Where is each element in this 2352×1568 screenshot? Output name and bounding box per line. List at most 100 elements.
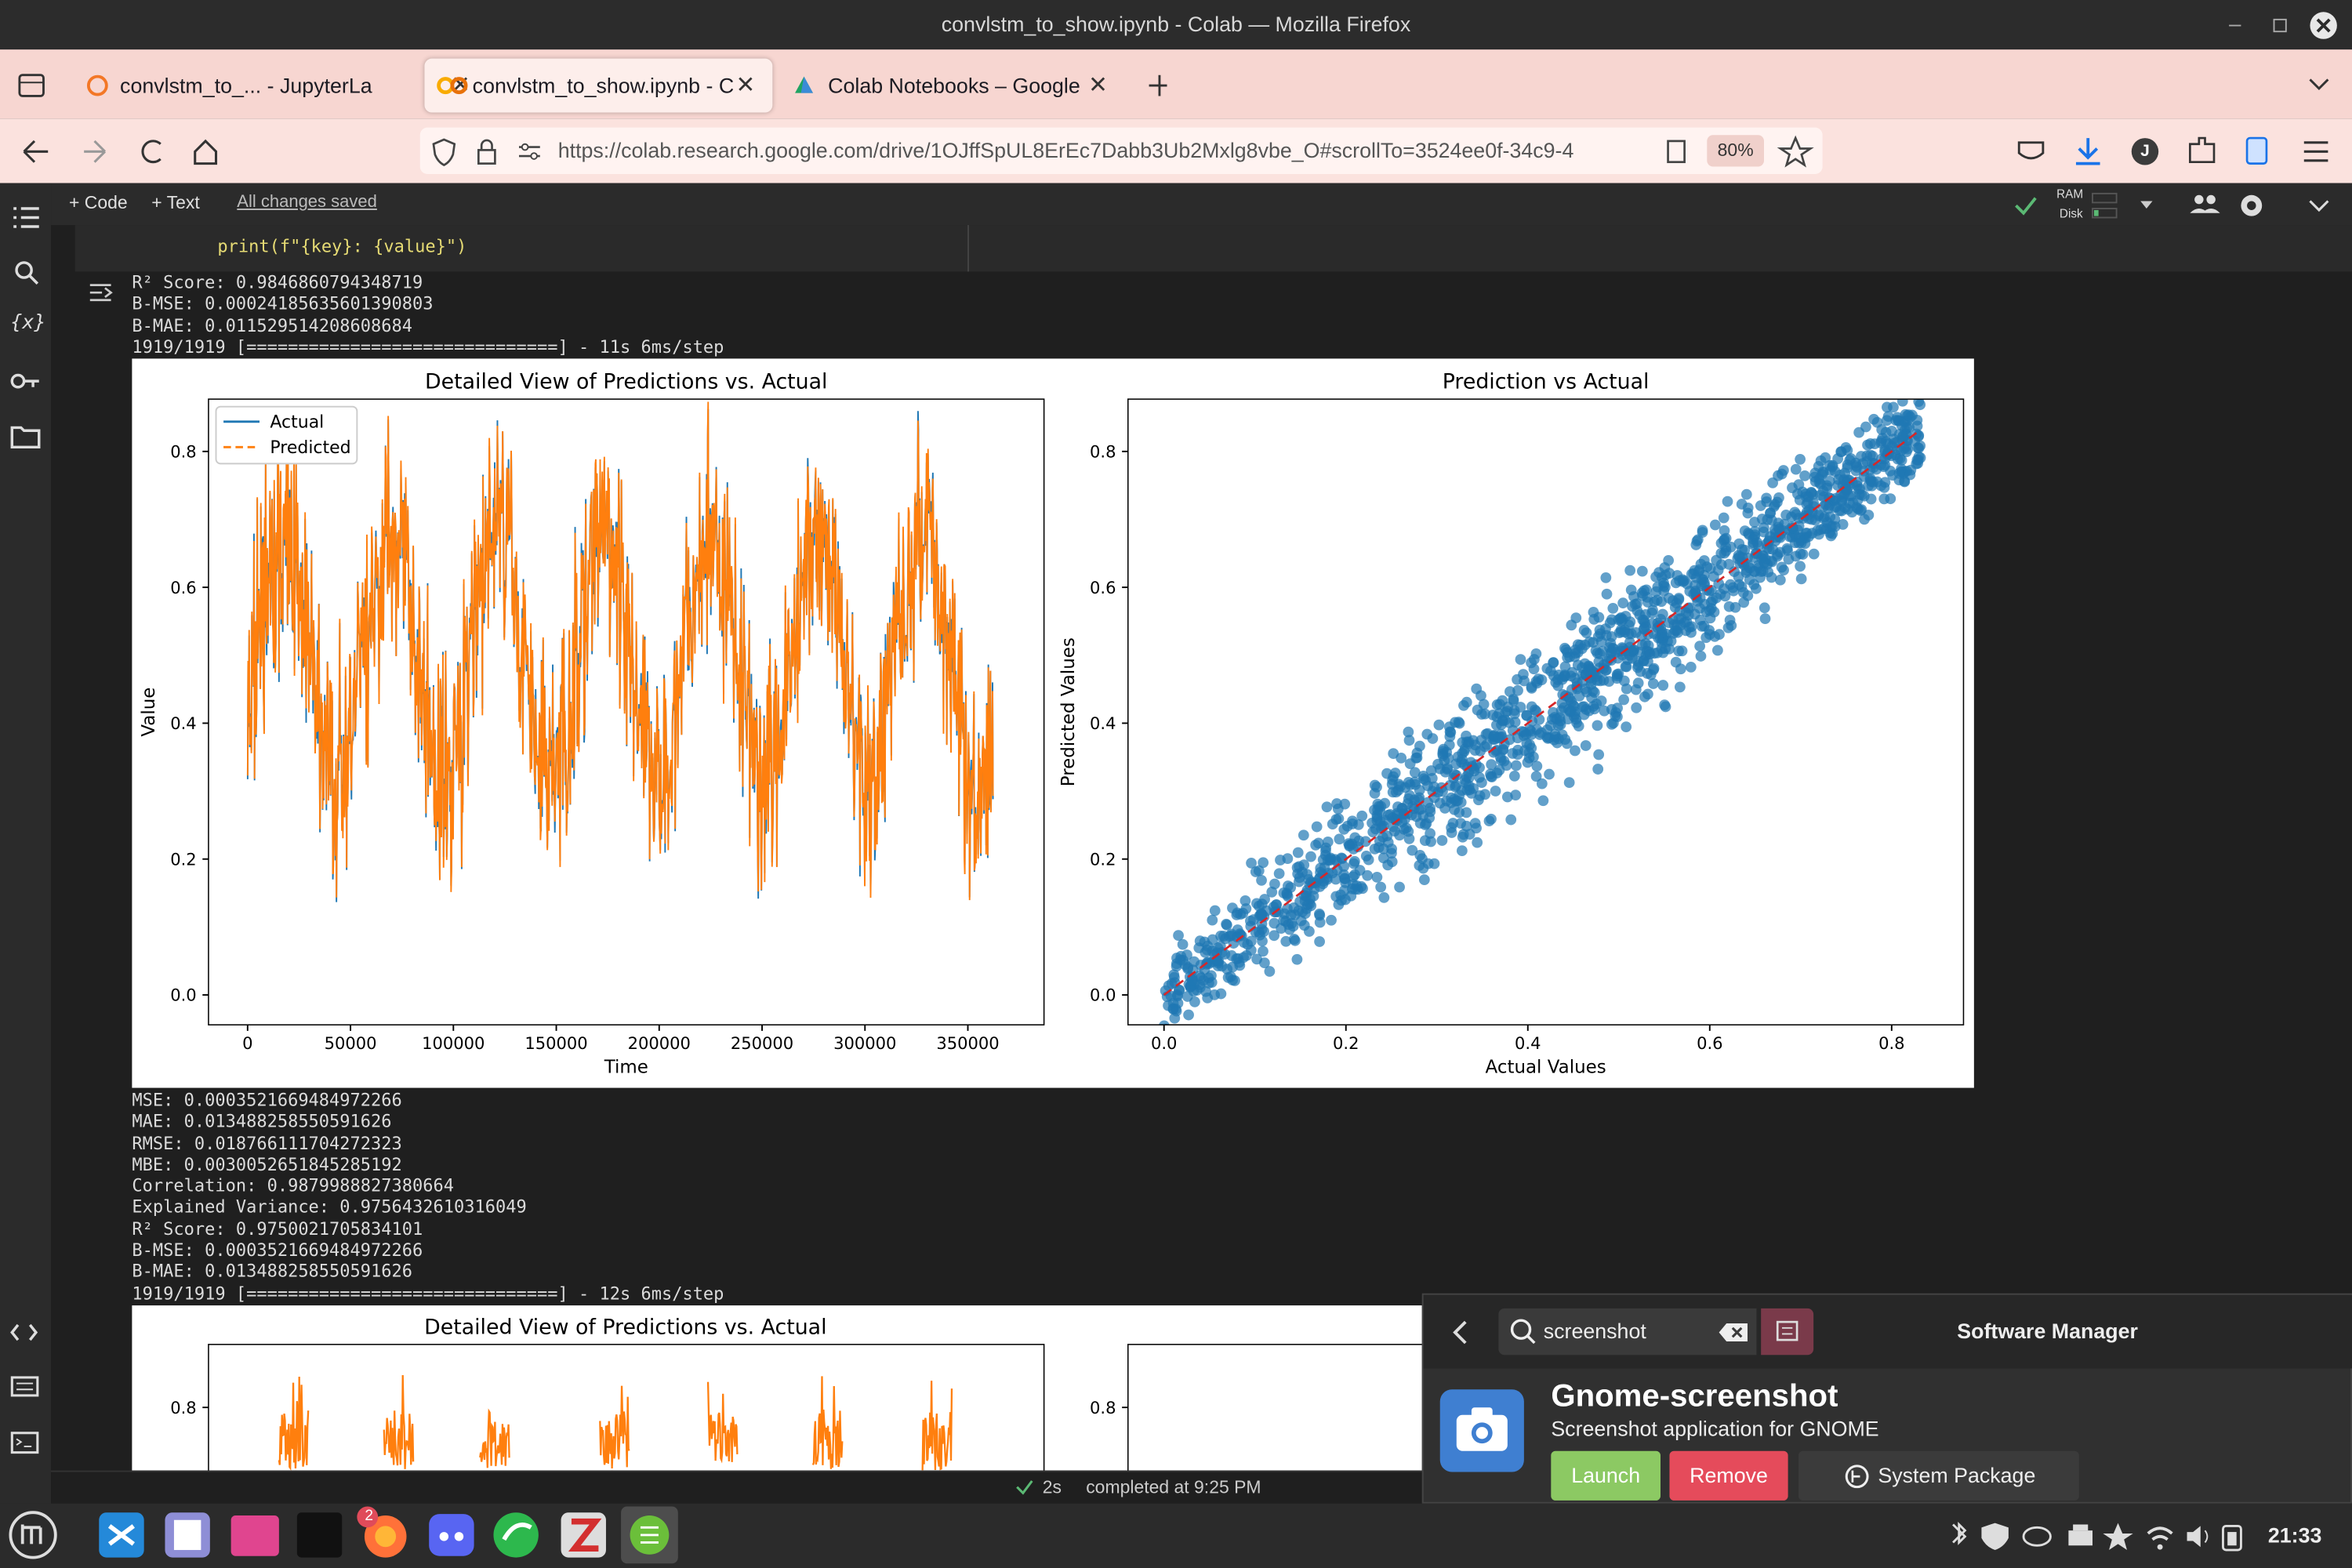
- scatter-texture: [1660, 643, 1671, 655]
- close-x: [2316, 18, 2331, 33]
- scatter-texture: [1334, 833, 1345, 845]
- scatter-texture: [1742, 590, 1754, 601]
- output-line: MAE: 0.013488258550591626: [132, 1110, 392, 1132]
- sidebar-icons[interactable]: [9, 202, 45, 1463]
- scatter-texture: [1456, 785, 1468, 797]
- output-toggle[interactable]: [87, 279, 117, 306]
- scatter-texture: [1761, 492, 1772, 504]
- scatter-texture: [1563, 777, 1575, 788]
- scatter-texture: [1728, 585, 1740, 597]
- scatter-texture: [1521, 710, 1533, 721]
- search-query[interactable]: screenshot: [1543, 1319, 1646, 1343]
- tab-active[interactable]: convlstm_to_show.ipynb - C: [424, 58, 773, 113]
- scatter-texture: [1795, 561, 1806, 572]
- back-button[interactable]: [1446, 1317, 1475, 1347]
- scatter-texture: [1231, 931, 1243, 943]
- scatter-texture: [1269, 930, 1280, 942]
- scatter-texture: [1456, 753, 1468, 765]
- scatter-texture: [1711, 644, 1723, 656]
- package-button[interactable]: System Package: [1798, 1450, 2079, 1501]
- tab-list-icon[interactable]: [15, 69, 48, 102]
- y-tick-label: 0.6: [1090, 578, 1116, 597]
- output-line: MSE: 0.0003521669484972266: [132, 1089, 402, 1111]
- scatter-texture: [1813, 460, 1824, 472]
- profile-initial[interactable]: J: [2140, 142, 2150, 161]
- scatter-texture: [1723, 601, 1735, 612]
- url-text[interactable]: https://colab.research.google.com/drive/…: [557, 138, 1574, 162]
- scatter-texture: [1480, 728, 1492, 740]
- scatter-texture: [1213, 955, 1225, 967]
- taskbar-apps[interactable]: [0, 1504, 690, 1568]
- scatter-texture: [1605, 637, 1617, 649]
- clear-search[interactable]: [1718, 1320, 1751, 1345]
- scatter-texture: [1225, 971, 1236, 982]
- scatter-texture: [1617, 597, 1629, 609]
- scatter-texture: [1455, 818, 1467, 829]
- toolbar-icons[interactable]: [2010, 132, 2340, 171]
- scatter-texture: [1520, 728, 1532, 740]
- scatter-texture: [1459, 743, 1471, 755]
- scatter-texture: [1471, 683, 1483, 695]
- scatter-texture: [1758, 526, 1769, 538]
- scatter-texture: [1339, 798, 1351, 810]
- scatter-texture: [1573, 690, 1585, 702]
- tab-overflow[interactable]: [2304, 72, 2334, 96]
- system-tray[interactable]: [1944, 1519, 2259, 1555]
- code-line: print(f"{key}: {value}"): [217, 235, 467, 257]
- scatter-texture: [1762, 566, 1774, 578]
- scatter-texture: [1531, 724, 1543, 735]
- launch-button[interactable]: Launch: [1551, 1450, 1661, 1501]
- scatter-texture: [1763, 543, 1775, 555]
- runtime-icons[interactable]: [2010, 189, 2340, 222]
- zoom-level[interactable]: 80%: [1707, 135, 1765, 167]
- tab[interactable]: Colab Notebooks – Google: [828, 73, 1080, 98]
- remove-button[interactable]: Remove: [1669, 1450, 1788, 1501]
- scatter-texture: [1580, 740, 1592, 751]
- tab[interactable]: convlstm_to_... - JupyterLa: [120, 73, 372, 98]
- scatter-texture: [1510, 789, 1522, 801]
- variables-icon[interactable]: {x}: [10, 312, 46, 335]
- x-tick-label: 50000: [325, 1033, 377, 1053]
- scatter-texture: [1531, 760, 1543, 772]
- x-tick-label: 250000: [731, 1033, 793, 1053]
- scatter-texture: [1231, 909, 1243, 920]
- scatter-texture: [1530, 771, 1542, 782]
- add-text-button[interactable]: + Text: [151, 191, 200, 213]
- scatter-texture: [1570, 644, 1581, 655]
- scatter-texture: [1386, 843, 1398, 855]
- scatter-texture: [1209, 905, 1221, 916]
- add-code-button[interactable]: + Code: [69, 191, 128, 213]
- scatter-texture: [1759, 613, 1771, 624]
- url-right-icons[interactable]: [1657, 135, 1822, 168]
- spike-texture: [599, 1385, 630, 1468]
- scatter-texture: [1189, 956, 1200, 967]
- scatter-texture: [1348, 858, 1359, 869]
- nav-buttons[interactable]: [18, 135, 228, 168]
- scatter-texture: [1320, 842, 1332, 854]
- maximize[interactable]: [2273, 18, 2287, 33]
- scatter-texture: [1298, 859, 1310, 871]
- scatter-texture: [1613, 614, 1624, 626]
- window-controls[interactable]: [2220, 9, 2340, 42]
- output-line: 1919/1919 [=============================…: [132, 1282, 724, 1304]
- scatter-texture: [1258, 857, 1269, 869]
- scatter-texture: [1417, 770, 1429, 782]
- scatter-texture: [1639, 622, 1650, 634]
- save-status[interactable]: All changes saved: [237, 193, 377, 212]
- title-bar: [0, 0, 2352, 50]
- scatter-texture: [1333, 813, 1345, 825]
- scatter-texture: [1856, 504, 1867, 515]
- search-box[interactable]: [1498, 1308, 1757, 1356]
- search-filter[interactable]: [1761, 1308, 1814, 1356]
- scatter-texture: [1418, 874, 1430, 885]
- scatter-texture: [1570, 745, 1581, 757]
- scatter-texture: [1723, 558, 1735, 570]
- scatter-texture: [1880, 426, 1892, 438]
- url-field[interactable]: [419, 127, 1823, 175]
- scatter-texture: [1348, 843, 1359, 855]
- scatter-texture: [1330, 873, 1341, 885]
- scatter-texture: [1893, 415, 1904, 426]
- scatter-texture: [1478, 699, 1490, 710]
- scatter-texture: [1298, 829, 1309, 841]
- scatter-texture: [1864, 449, 1876, 461]
